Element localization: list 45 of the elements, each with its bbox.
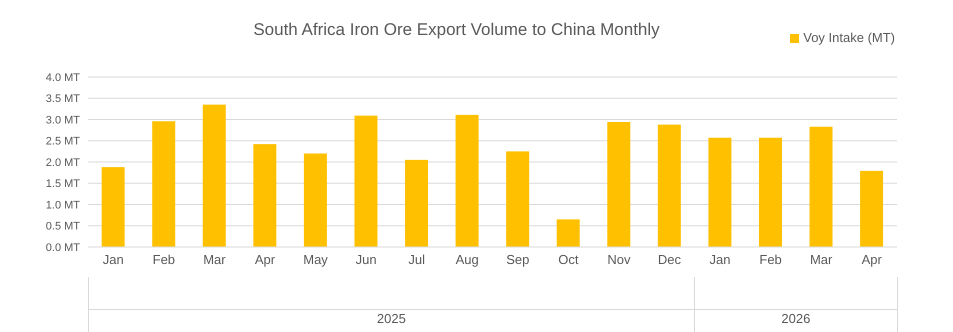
text: 2025 (376, 311, 407, 326)
x-tick-label: Apr (254, 252, 276, 268)
bar (556, 219, 580, 247)
x-tick-label: Jun (356, 252, 377, 268)
x-tick-label: Sep (506, 252, 530, 268)
bar (405, 160, 428, 247)
bar (152, 121, 176, 247)
bar (506, 151, 530, 247)
legend-label: Voy Intake (MT) (803, 30, 895, 45)
x-tick-label: Jul (408, 252, 426, 268)
y-tick-label: 0.0 MT (46, 242, 80, 254)
bar (708, 138, 732, 247)
chart-title: South Africa Iron Ore Export Volume to China Monthly (253, 20, 660, 39)
x-tick-label: Dec (658, 252, 682, 268)
x-tick-label: Aug (456, 252, 479, 268)
y-tick-label: 2.0 MT (46, 156, 80, 169)
bar (758, 138, 782, 247)
y-tick-label: 1.5 MT (46, 178, 80, 190)
bar (354, 116, 378, 247)
x-tick-label: Feb (759, 252, 782, 268)
y-tick-label: 0.5 MT (46, 220, 80, 233)
y-tick-label: 2.5 MT (46, 136, 80, 148)
y-tick-label: 1.0 MT (46, 199, 80, 212)
x-tick-label: Jan (710, 252, 731, 268)
x-tick-label: Nov (607, 252, 631, 268)
x-tick-label: Mar (810, 252, 834, 268)
bar (860, 170, 884, 247)
x-tick-label: Jan (102, 252, 124, 268)
x-tick-label: Apr (862, 252, 882, 268)
x-tick-label: May (303, 252, 328, 268)
y-tick-label: 3.0 MT (46, 114, 80, 126)
x-tick-label: Oct (558, 252, 579, 268)
y-tick-label: 3.5 MT (46, 93, 80, 106)
bar (607, 122, 630, 247)
text: 2026 (780, 311, 812, 326)
bar (456, 114, 479, 247)
bar (304, 154, 327, 247)
bar (253, 144, 276, 247)
x-tick-label: Feb (152, 252, 176, 268)
bar (658, 124, 681, 247)
bar (202, 104, 226, 247)
x-tick-label: Mar (203, 252, 226, 268)
bar (102, 167, 125, 247)
y-tick-label: 4.0 MT (46, 72, 80, 84)
bar (810, 126, 833, 247)
